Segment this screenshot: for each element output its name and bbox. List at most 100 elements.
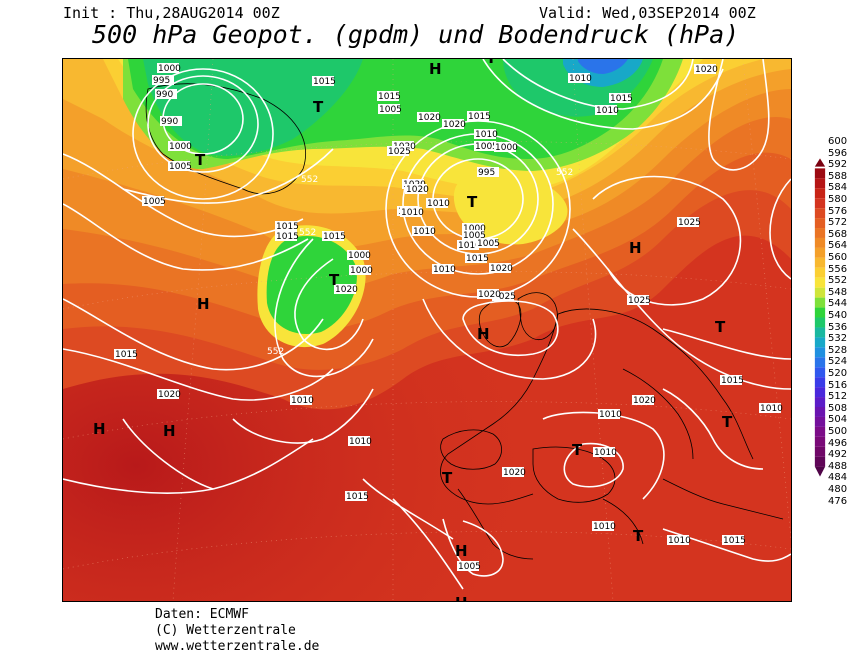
legend-swatch-516	[814, 367, 826, 378]
pressure-label: 1000	[348, 251, 371, 261]
pressure-label-bg	[627, 295, 649, 305]
legend-label-508: 508	[828, 402, 848, 414]
legend-label-540: 540	[828, 310, 848, 321]
legend-label-560: 560	[828, 252, 848, 263]
pressure-label-bg	[598, 409, 620, 419]
pressure-label-bg	[489, 263, 511, 273]
pressure-label-bg	[720, 375, 742, 385]
map-title: 500 hPa Geopot. (gpdm) und Bodendruck (h…	[92, 20, 740, 49]
pressure-label: 1015	[378, 92, 401, 102]
pressure-label: 1015	[276, 232, 299, 242]
legend-label-524: 524	[828, 356, 848, 368]
pressure-label-bg	[334, 284, 356, 294]
shade-536-west	[143, 59, 363, 156]
pressure-label-bg	[609, 93, 631, 103]
pressure-label: 1010	[593, 522, 616, 532]
pressure-label: 1020	[418, 113, 441, 123]
pressure-label: 1020	[158, 390, 181, 400]
legend-label-496: 496	[828, 437, 848, 449]
pressure-label-bg	[477, 289, 499, 299]
pressure-label-bg	[349, 265, 371, 275]
color-legend	[814, 158, 826, 477]
high-pressure-center: H	[477, 325, 490, 343]
pressure-label-bg	[462, 223, 484, 233]
low-pressure-center: T	[486, 59, 497, 67]
legend-label-572: 572	[828, 217, 848, 229]
low-pressure-center: T	[329, 271, 340, 289]
pressure-label: 1010	[291, 396, 314, 406]
high-pressure-center: H	[163, 422, 176, 440]
legend-label-548: 548	[828, 286, 848, 298]
legend-swatch-532	[814, 327, 826, 338]
pressure-label-bg	[694, 64, 716, 74]
pressure-label: 1010	[596, 106, 619, 116]
pressure-label: 1015	[346, 492, 369, 502]
pressure-label-bg	[348, 436, 370, 446]
legend-label-596: 596	[828, 147, 848, 159]
legend-swatch-600	[814, 158, 826, 167]
pressure-label: 1010	[760, 404, 783, 414]
init-time: Init : Thu,28AUG2014 00Z	[63, 4, 280, 22]
pressure-label: 1010	[413, 227, 436, 237]
pressure-label-bg	[152, 75, 174, 85]
legend-label-512: 512	[828, 391, 848, 403]
pressure-label-bg	[592, 521, 614, 531]
pressure-label: 1015	[723, 536, 746, 546]
high-pressure-center: H	[455, 594, 468, 601]
high-pressure-center: H	[455, 542, 468, 560]
low-pressure-center: T	[313, 98, 324, 116]
legend-swatch-584	[814, 198, 826, 209]
legend-label-536: 536	[828, 321, 848, 333]
footer: Daten: ECMWF (C) Wetterzentrale www.wett…	[155, 607, 319, 655]
legend-label-480: 480	[828, 484, 848, 495]
height-label: 552	[301, 175, 318, 185]
low-pressure-center: T	[572, 441, 583, 459]
pressure-label-bg	[568, 73, 590, 83]
pressure-label-bg	[677, 217, 699, 227]
pressure-label: 1015	[610, 94, 633, 104]
low-pressure-center: T	[722, 413, 733, 431]
low-pressure-center: T	[633, 527, 644, 545]
pressure-label-bg	[426, 198, 448, 208]
pressure-label-bg	[345, 491, 367, 501]
weather-map: 1000 995 990 990 1000 1005 1005 1015 1015 1015 101…	[62, 58, 792, 602]
pressure-label: 1010	[668, 536, 691, 546]
legend-swatch-544	[814, 297, 826, 308]
pressure-label-bg	[442, 119, 464, 129]
pressure-label-bg	[157, 63, 179, 73]
legend-swatch-508	[814, 387, 826, 398]
legend-swatch-484	[814, 446, 826, 457]
legend-swatch-492	[814, 426, 826, 437]
pressure-label: 1020	[503, 468, 526, 478]
pressure-label: 995	[478, 168, 495, 178]
low-pressure-center: T	[195, 151, 206, 169]
legend-swatch-580	[814, 208, 826, 219]
pressure-label: 1015	[276, 222, 299, 232]
legend-label-504: 504	[828, 414, 848, 426]
legend-swatch-528	[814, 337, 826, 348]
pressure-label-bg	[290, 395, 312, 405]
legend-swatch-548	[814, 287, 826, 298]
website-url: www.wetterzentrale.de	[155, 639, 320, 654]
legend-label-516: 516	[828, 379, 848, 391]
legend-label-568: 568	[828, 228, 848, 240]
legend-swatch-504	[814, 397, 826, 407]
pressure-label-bg	[378, 104, 400, 114]
legend-swatch-480	[814, 456, 826, 467]
legend-swatch-556	[814, 267, 826, 278]
legend-label-600: 600	[828, 136, 848, 147]
pressure-label: 1000	[169, 142, 192, 152]
pressure-label-bg	[168, 161, 190, 171]
pressure-label-bg	[474, 141, 496, 151]
pressure-label: 1010	[349, 437, 372, 447]
map-canvas: 1000995990990100010051005101510151015101…	[63, 59, 791, 601]
legend-label-556: 556	[828, 263, 848, 275]
pressure-label: 1025	[628, 296, 651, 306]
pressure-label-bg	[759, 403, 781, 413]
pressure-label-bg	[476, 238, 498, 248]
pressure-label-bg	[157, 389, 179, 399]
legend-swatch-568	[814, 237, 826, 248]
pressure-label: 1005	[143, 197, 166, 207]
high-pressure-center: H	[93, 420, 106, 438]
low-pressure-center: T	[715, 318, 726, 336]
